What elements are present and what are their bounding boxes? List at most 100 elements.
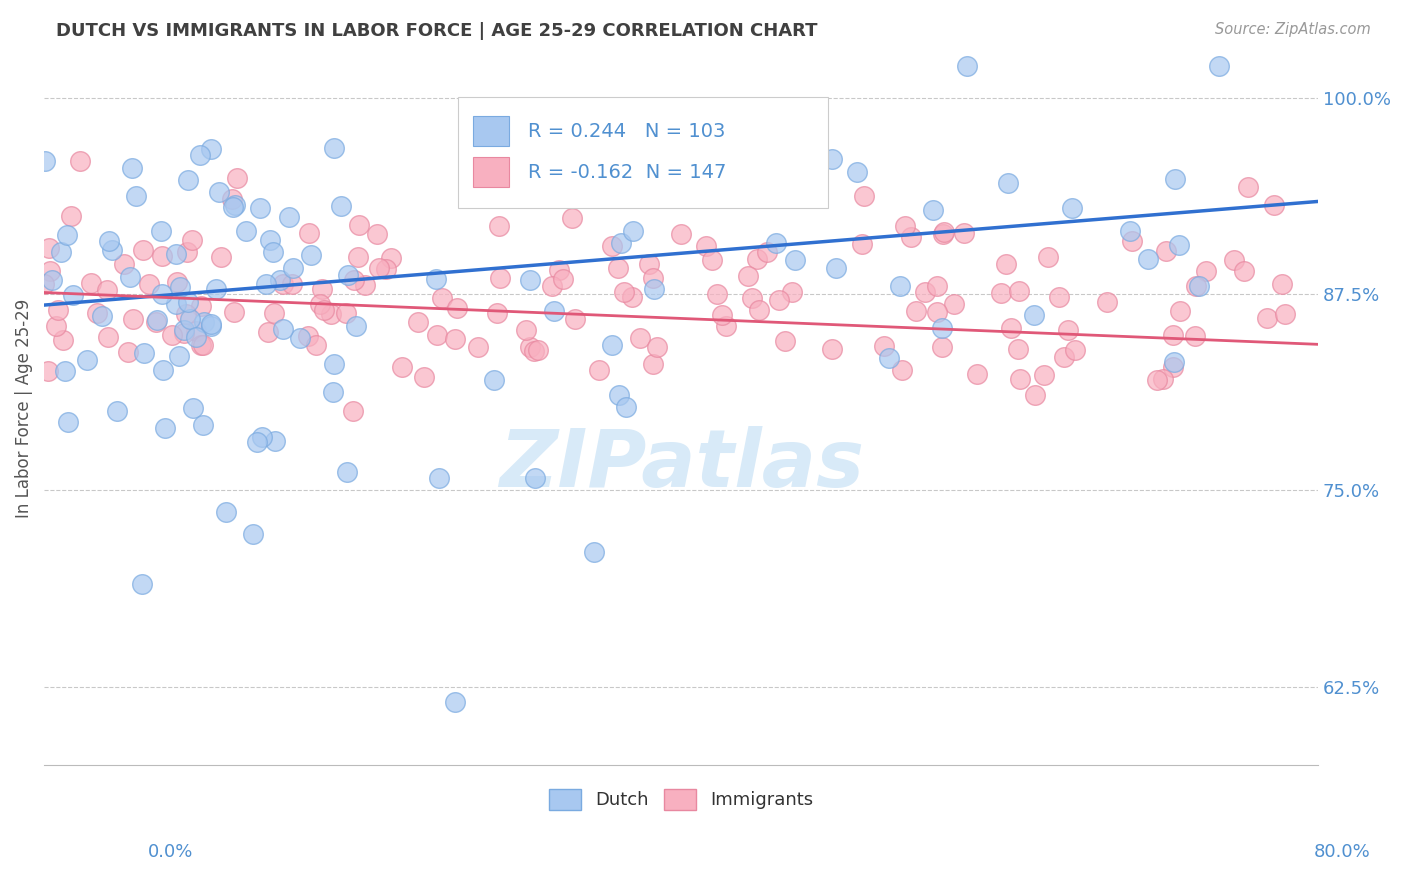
Point [1195, 263, 1218, 277]
Point [190, 148, 212, 162]
Point [1010, 372, 1032, 386]
Point [249, 201, 271, 215]
Point [281, 260, 304, 275]
Point [259, 233, 281, 247]
Point [226, 170, 249, 185]
Point [53, 363, 76, 377]
Point [49, 244, 72, 259]
Point [527, 343, 550, 357]
Point [335, 306, 357, 320]
Point [193, 315, 215, 329]
Point [702, 252, 724, 267]
Point [1233, 264, 1256, 278]
Point [288, 331, 311, 345]
Point [208, 185, 231, 199]
Point [322, 384, 344, 399]
Point [177, 294, 200, 309]
Point [121, 311, 143, 326]
Point [179, 311, 201, 326]
Point [994, 257, 1017, 271]
Point [523, 471, 546, 485]
Point [152, 362, 174, 376]
Point [257, 325, 280, 339]
Point [190, 337, 212, 351]
Point [952, 226, 974, 240]
Point [76, 353, 98, 368]
Point [311, 282, 333, 296]
Point [46, 302, 69, 317]
Point [515, 323, 537, 337]
Point [1164, 172, 1187, 186]
Point [406, 315, 429, 329]
Point [773, 334, 796, 349]
Point [737, 268, 759, 283]
Point [548, 262, 571, 277]
Point [606, 261, 628, 276]
Point [925, 278, 948, 293]
Point [173, 326, 195, 341]
Point [533, 179, 555, 194]
Point [1208, 59, 1230, 73]
Point [224, 197, 246, 211]
Point [224, 305, 246, 319]
Point [727, 150, 749, 164]
Point [485, 306, 508, 320]
Point [900, 230, 922, 244]
Point [149, 224, 172, 238]
Point [430, 291, 453, 305]
Point [1256, 311, 1278, 326]
Point [820, 152, 842, 166]
Point [588, 362, 610, 376]
Text: DUTCH VS IMMIGRANTS IN LABOR FORCE | AGE 25-29 CORRELATION CHART: DUTCH VS IMMIGRANTS IN LABOR FORCE | AGE… [56, 22, 818, 40]
Point [519, 273, 541, 287]
Point [125, 188, 148, 202]
Text: Source: ZipAtlas.com: Source: ZipAtlas.com [1215, 22, 1371, 37]
Text: 80.0%: 80.0% [1315, 843, 1371, 861]
Point [1024, 387, 1046, 401]
Point [891, 363, 914, 377]
Point [58, 415, 80, 429]
Point [60, 209, 83, 223]
Point [45, 319, 67, 334]
Point [796, 186, 818, 201]
Point [69, 153, 91, 168]
Point [314, 303, 336, 318]
Point [131, 577, 153, 591]
Point [628, 331, 651, 345]
Point [780, 285, 803, 299]
Legend: Dutch, Immigrants: Dutch, Immigrants [541, 781, 821, 817]
Point [645, 340, 668, 354]
Point [1161, 328, 1184, 343]
Point [1163, 355, 1185, 369]
Point [1022, 308, 1045, 322]
Point [271, 277, 294, 292]
Point [1271, 277, 1294, 291]
Point [602, 338, 624, 352]
Point [1036, 250, 1059, 264]
Point [564, 312, 586, 326]
Point [873, 339, 896, 353]
Point [322, 357, 344, 371]
Point [1047, 290, 1070, 304]
Point [931, 321, 953, 335]
Point [600, 239, 623, 253]
Point [209, 251, 232, 265]
Point [541, 279, 564, 293]
Point [1008, 284, 1031, 298]
Point [174, 307, 197, 321]
Point [121, 161, 143, 175]
Point [824, 260, 846, 275]
Point [263, 306, 285, 320]
Text: ZIPatlas: ZIPatlas [499, 426, 863, 504]
Point [200, 319, 222, 334]
Point [1161, 360, 1184, 375]
Point [336, 466, 359, 480]
Point [97, 330, 120, 344]
Point [150, 249, 173, 263]
Point [190, 299, 212, 313]
Point [1167, 238, 1189, 252]
Point [34, 277, 56, 291]
Point [37, 364, 59, 378]
Point [200, 142, 222, 156]
Point [112, 257, 135, 271]
